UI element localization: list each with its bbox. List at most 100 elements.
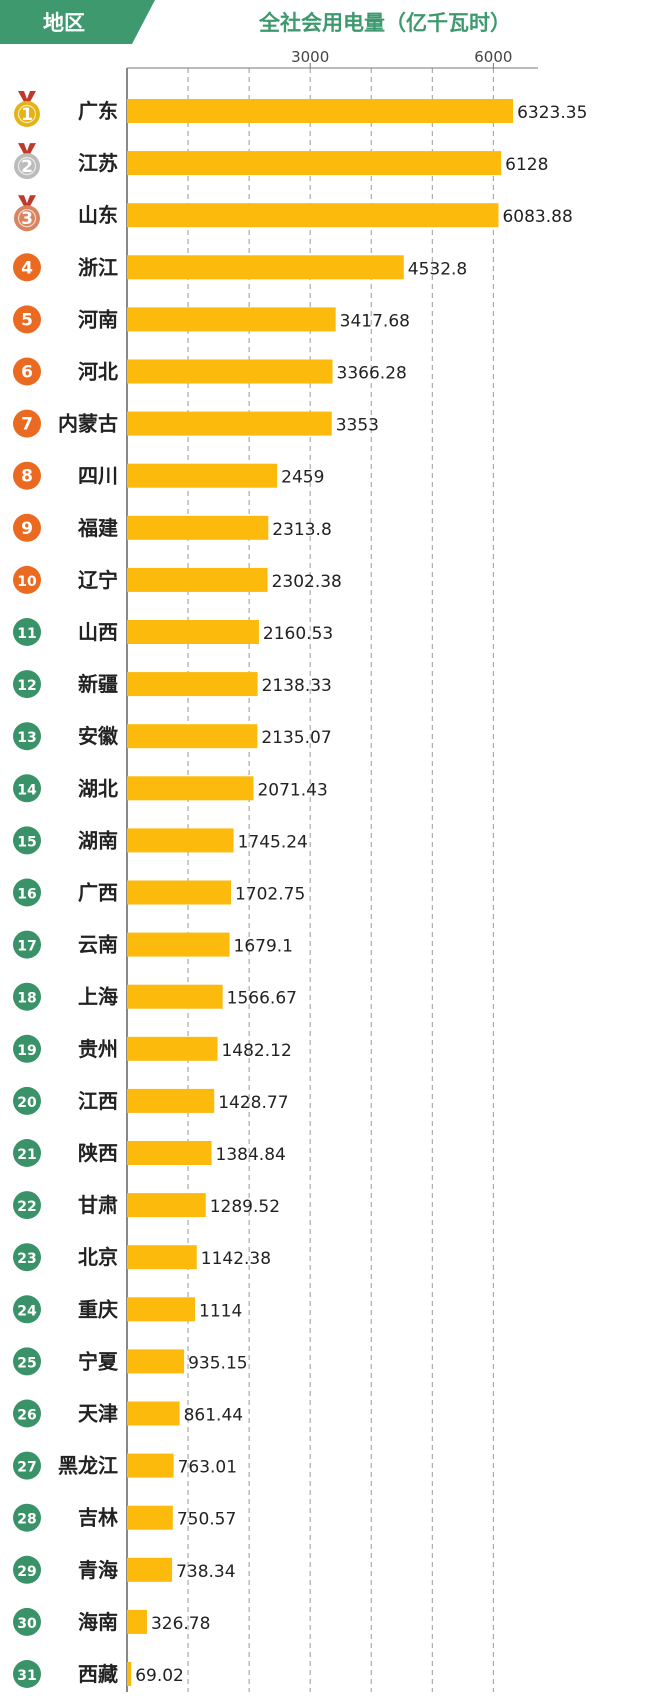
category-label: 河北	[78, 360, 118, 384]
bar	[127, 1662, 132, 1686]
category-label: 山西	[78, 620, 118, 644]
rank-number: 14	[17, 782, 37, 798]
rank-number: 30	[17, 1616, 37, 1632]
category-label: 上海	[78, 985, 118, 1009]
bar	[127, 1193, 206, 1218]
value-label: 2071.43	[257, 780, 327, 800]
value-label: 1679.1	[234, 937, 293, 957]
rank-badge	[13, 826, 41, 855]
rank-badge	[13, 670, 41, 699]
category-label: 浙江	[78, 255, 118, 279]
bar	[127, 932, 230, 957]
rank-badge	[13, 618, 41, 646]
value-label: 2135.07	[261, 728, 331, 748]
category-label: 江苏	[78, 151, 118, 175]
x-tick-label: 3000	[291, 48, 329, 66]
category-label: 北京	[78, 1245, 118, 1269]
bar-row: 5 河南 3417.68	[13, 305, 410, 334]
bar	[127, 776, 254, 801]
region-header-tab	[0, 0, 155, 44]
value-label: 1289.52	[210, 1197, 280, 1217]
value-label: 1566.67	[227, 989, 297, 1009]
bar	[127, 984, 223, 1009]
medal-inner-ring	[17, 209, 37, 228]
rank-number: 31	[17, 1668, 36, 1684]
rank-number: 4	[21, 258, 33, 278]
bar-row: 22 甘肃 1289.52	[13, 1191, 280, 1220]
rank-number: 19	[17, 1043, 36, 1059]
rank-badge	[13, 1451, 41, 1480]
bar	[127, 1557, 173, 1582]
rank-badge	[13, 1607, 41, 1636]
rank-badge	[13, 1503, 41, 1532]
value-label: 750.57	[177, 1510, 236, 1530]
rank-number: 18	[17, 991, 36, 1007]
bar-row: 1 广东 6323.35	[14, 91, 587, 127]
bar-row: 30 海南 326.78	[13, 1607, 210, 1636]
category-label: 重庆	[78, 1297, 118, 1321]
category-label: 陕西	[78, 1141, 118, 1165]
rank-badge	[13, 1347, 41, 1376]
medal-inner-ring	[17, 157, 37, 176]
value-label: 1384.84	[216, 1145, 286, 1165]
value-label: 1745.24	[238, 832, 308, 852]
rank-badge	[13, 253, 41, 282]
category-label: 湖南	[78, 828, 118, 852]
bar-row: 29 青海 738.34	[13, 1555, 236, 1584]
medal-inner-ring	[17, 104, 37, 124]
bar	[127, 359, 333, 384]
value-label: 2459	[281, 468, 324, 488]
rank-badge	[13, 565, 41, 594]
value-label: 935.15	[188, 1353, 247, 1373]
bar-row: 21 陕西 1384.84	[13, 1139, 286, 1167]
bar	[127, 151, 502, 176]
rank-number: 15	[17, 834, 36, 850]
rank-badge	[13, 722, 41, 751]
bar-row: 4 浙江 4532.8	[13, 253, 467, 282]
rank-number: 29	[17, 1564, 36, 1580]
bar-row: 15 湖南 1745.24	[13, 826, 308, 855]
bar	[127, 307, 336, 332]
category-label: 广东	[78, 99, 118, 123]
rank-badge	[13, 1191, 41, 1220]
bar-row: 18 上海 1566.67	[13, 982, 297, 1011]
value-label: 3353	[336, 416, 379, 436]
category-label: 甘肃	[78, 1193, 118, 1217]
bar-row: 19 贵州 1482.12	[13, 1034, 292, 1063]
category-label: 安徽	[78, 724, 119, 748]
medal-ribbon	[18, 195, 36, 207]
rank-number: 16	[17, 887, 36, 903]
value-label: 2302.38	[272, 572, 342, 592]
region-header-label: 地区	[43, 11, 85, 35]
value-label: 738.34	[176, 1562, 235, 1582]
bar	[127, 1297, 196, 1322]
bar	[127, 99, 514, 123]
category-label: 辽宁	[78, 568, 118, 592]
value-label: 2160.53	[263, 624, 333, 644]
bar	[127, 515, 269, 540]
value-label: 763.01	[178, 1458, 237, 1478]
category-label: 天津	[78, 1402, 118, 1426]
rank-number: 21	[17, 1147, 36, 1163]
bar	[127, 1036, 218, 1061]
bar	[127, 463, 278, 488]
bar-row: 23 北京 1142.38	[13, 1243, 271, 1272]
medal-ribbon	[18, 91, 36, 102]
bar	[127, 1401, 180, 1426]
bar	[127, 411, 332, 436]
rank-badge	[13, 774, 41, 803]
rank-badge	[13, 513, 41, 542]
category-label: 内蒙古	[58, 412, 118, 436]
rank-badge	[13, 1034, 41, 1063]
category-label: 青海	[78, 1558, 118, 1582]
rank-badge	[13, 1086, 41, 1115]
rank-badge	[13, 1243, 41, 1272]
value-label: 6128	[505, 155, 548, 175]
category-label: 吉林	[78, 1506, 118, 1530]
rank-badge	[13, 1399, 41, 1428]
category-label: 云南	[78, 933, 118, 957]
bar-row: 31 西藏 69.02	[13, 1660, 184, 1688]
bar	[127, 255, 404, 280]
